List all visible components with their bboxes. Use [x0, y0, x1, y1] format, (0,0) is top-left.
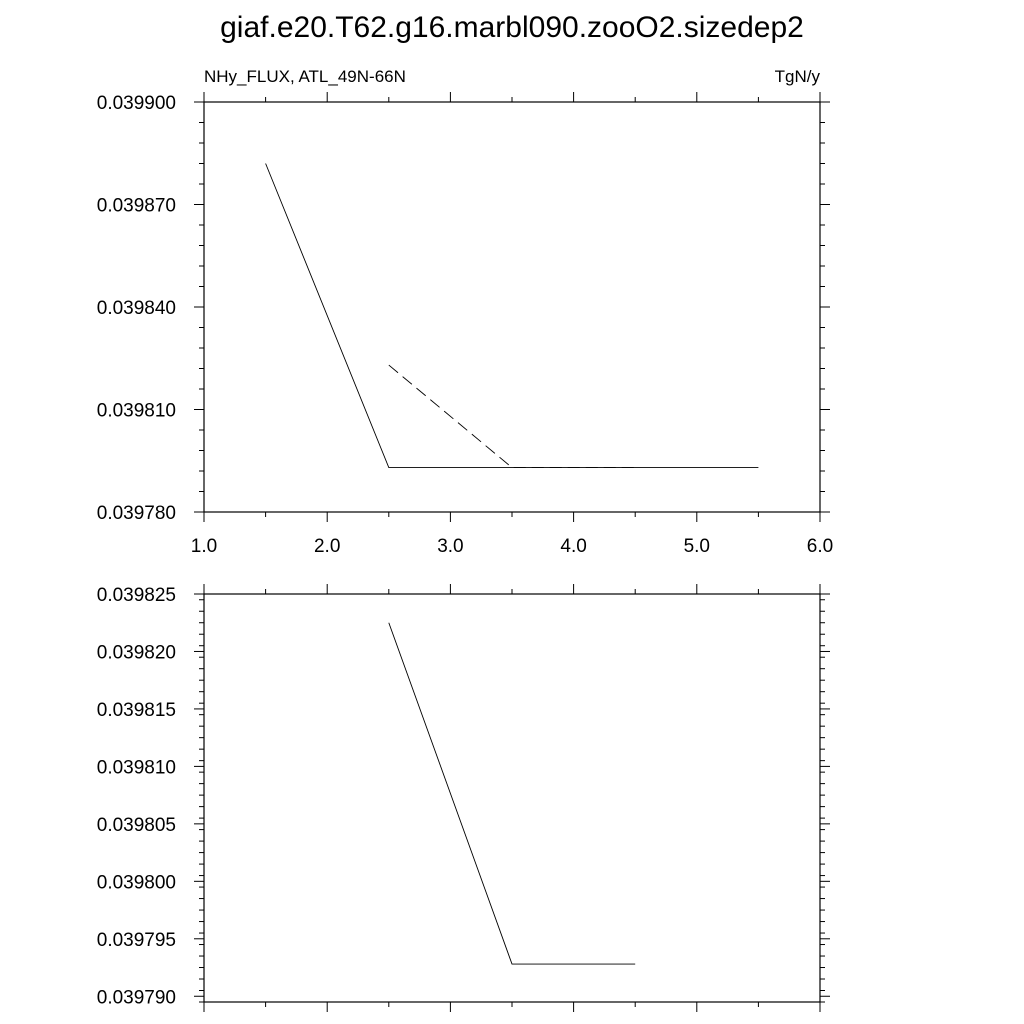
panel-1-units-label: TgN/y: [775, 67, 821, 86]
panel-1-x-tick-label: 1.0: [191, 536, 217, 557]
panel-2-series-1-line: [388, 622, 636, 965]
panel-2-y-tick-label: 0.039805: [97, 815, 176, 836]
panel-2-y-tick-label: 0.039815: [97, 700, 176, 721]
panel-2-y-tick-label: 0.039820: [97, 642, 176, 663]
panel-2-y-tick-label: 0.039800: [97, 872, 176, 893]
panel-1-series-2-line: [388, 364, 636, 469]
panel-1-y-tick-label: 0.039780: [97, 503, 176, 524]
panel-1-x-tick-label: 4.0: [560, 536, 586, 557]
panel-1-y-tick-label: 0.039810: [97, 401, 176, 422]
panel-1-series-1-line: [265, 163, 759, 469]
panel-2-plot: 0.039790 0.039795 0.039800 0.039805 0.039810…: [97, 584, 830, 1012]
panel-1-x-tick-label: 5.0: [684, 536, 710, 557]
panel-1-y-tick-label: 0.039870: [97, 196, 176, 217]
panel-2-y-tick-label: 0.039790: [97, 987, 176, 1008]
panel-2-y-tick-label: 0.039810: [97, 757, 176, 778]
panel-2-y-tick-label: 0.039795: [97, 930, 176, 951]
panel-1-plot: 1.0 2.0 3.0 4.0 5.0 6.0 0.039780 0.039810 0.0398…: [97, 92, 833, 557]
panel-2-y-tick-label: 0.039825: [97, 585, 176, 606]
panel-1-y-tick-label: 0.039900: [97, 93, 176, 114]
panel-1-x-tick-label: 2.0: [314, 536, 340, 557]
panel-1-frame: [203, 101, 821, 513]
panel-1-left-label: NHy_FLUX, ATL_49N-66N: [204, 67, 406, 86]
panel-1-x-tick-label: 6.0: [807, 536, 833, 557]
panel-2-frame: [203, 593, 821, 1003]
figure-title: giaf.e20.T62.g16.marbl090.zooO2.sizedep2: [220, 11, 804, 44]
panel-1-x-tick-label: 3.0: [437, 536, 463, 557]
panel-1-y-tick-label: 0.039840: [97, 298, 176, 319]
